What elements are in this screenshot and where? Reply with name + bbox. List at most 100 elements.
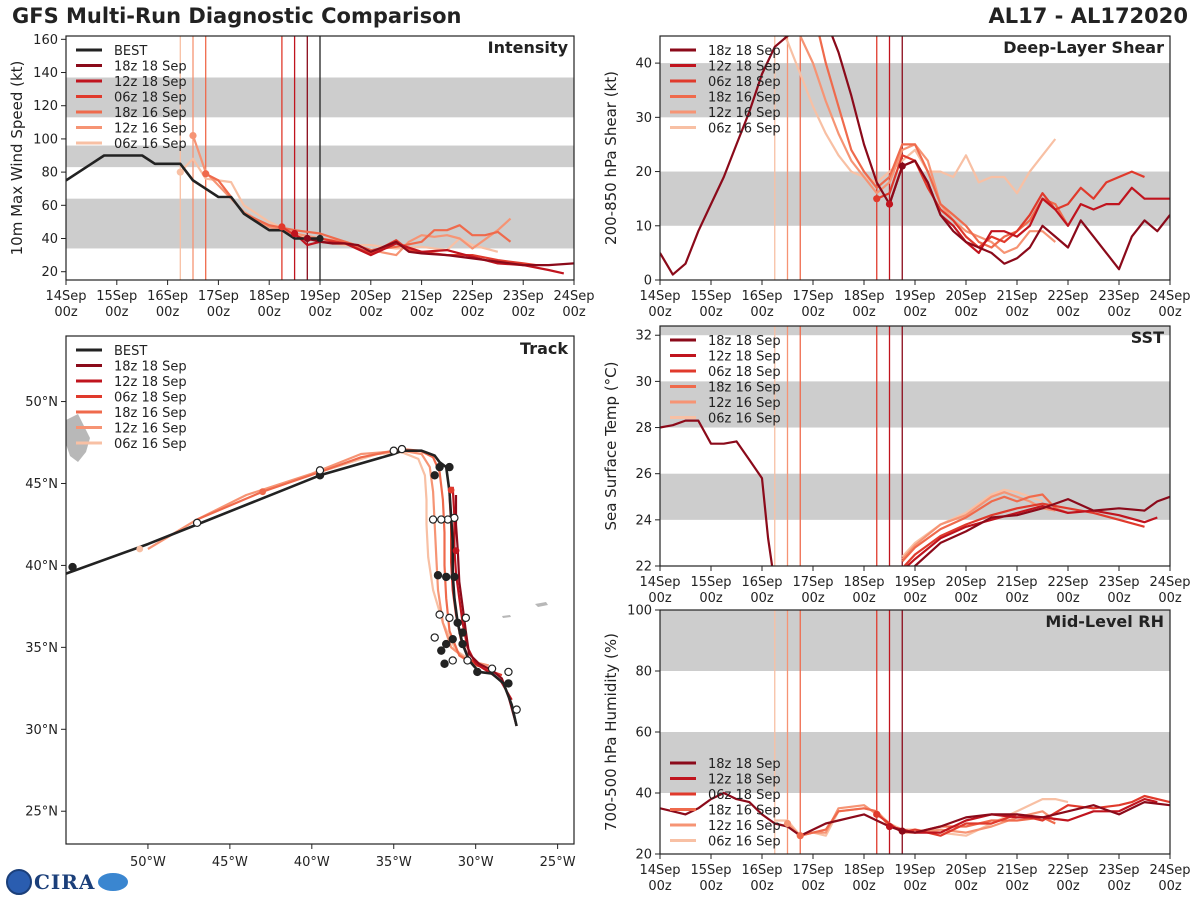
sst-legend-label-r12z16: 12z 16 Sep xyxy=(708,396,781,411)
rh-xtick-day-label: 14Sep xyxy=(639,863,680,878)
intensity-panel-title: Intensity xyxy=(488,38,569,57)
intensity-xtick-day-label: 18Sep xyxy=(249,289,290,304)
track-legend-label-r12z16: 12z 16 Sep xyxy=(114,422,187,437)
logo-swoosh-icon xyxy=(98,873,129,891)
track-position-marker xyxy=(463,656,472,665)
track-ytick-label: 50°N xyxy=(25,395,58,410)
sst-legend-label-r06z16: 06z 16 Sep xyxy=(708,412,781,427)
intensity-init-dot-r06z18 xyxy=(278,223,286,231)
sst-xtick-day-label: 19Sep xyxy=(894,575,935,590)
rh-legend-label-r12z18: 12z 18 Sep xyxy=(708,773,781,788)
sst-panel: 22242628303214Sep00z15Sep00z16Sep00z17Se… xyxy=(602,325,1191,606)
intensity-xtick-day-label: 16Sep xyxy=(147,289,188,304)
track-ytick-label: 40°N xyxy=(25,559,58,574)
shear-series-r06z18 xyxy=(876,154,1145,249)
shear-xtick-hour-label: 00z xyxy=(1158,305,1182,320)
sst-legend-label-r12z18: 12z 18 Sep xyxy=(708,350,781,365)
sst-xtick-day-label: 14Sep xyxy=(639,575,680,590)
intensity-init-dot-r06z16 xyxy=(176,168,184,176)
sst-series-r12z18 xyxy=(905,504,1158,566)
sst-band-2 xyxy=(660,326,1170,336)
intensity-ytick-label: 60 xyxy=(41,199,58,214)
sst-xtick-hour-label: 00z xyxy=(750,591,774,606)
sst-xtick-day-label: 21Sep xyxy=(996,575,1037,590)
intensity-ytick-label: 80 xyxy=(41,166,58,181)
track-run-dot-r18z16 xyxy=(259,488,267,496)
rh-xtick-hour-label: 00z xyxy=(1107,879,1131,894)
sst-ytick-label: 30 xyxy=(635,375,652,390)
shear-xtick-day-label: 18Sep xyxy=(843,289,884,304)
rh-panel-title: Mid-Level RH xyxy=(1045,612,1164,631)
intensity-xtick-hour-label: 00z xyxy=(512,305,536,320)
shear-xtick-hour-label: 00z xyxy=(699,305,723,320)
sst-xtick-day-label: 23Sep xyxy=(1098,575,1139,590)
sst-xtick-hour-label: 00z xyxy=(1158,591,1182,606)
sst-xtick-hour-label: 00z xyxy=(1056,591,1080,606)
intensity-xtick-hour-label: 00z xyxy=(54,305,78,320)
track-run-dot-r12z18 xyxy=(452,547,460,555)
track-ytick-label: 30°N xyxy=(25,723,58,738)
sst-xtick-hour-label: 00z xyxy=(903,591,927,606)
shear-legend-label-r18z18: 18z 18 Sep xyxy=(708,44,781,59)
shear-init-dot-r18z18 xyxy=(898,162,906,170)
sst-panel-title: SST xyxy=(1131,328,1164,347)
intensity-xtick-day-label: 20Sep xyxy=(350,289,391,304)
track-run-dot-r06z18 xyxy=(447,486,455,494)
rh-xtick-hour-label: 00z xyxy=(1158,879,1182,894)
track-position-marker xyxy=(397,444,407,454)
rh-xtick-hour-label: 00z xyxy=(954,879,978,894)
sst-xtick-hour-label: 00z xyxy=(699,591,723,606)
rh-xtick-hour-label: 00z xyxy=(852,879,876,894)
intensity-xtick-day-label: 15Sep xyxy=(96,289,137,304)
sst-xtick-day-label: 15Sep xyxy=(690,575,731,590)
sst-ytick-label: 22 xyxy=(635,560,652,575)
track-legend-label-r18z18: 18z 18 Sep xyxy=(114,360,187,375)
shear-ytick-label: 20 xyxy=(635,165,652,180)
sst-xtick-day-label: 24Sep xyxy=(1149,575,1190,590)
sst-plot-area xyxy=(660,326,1170,566)
shear-legend-label-r06z16: 06z 16 Sep xyxy=(708,122,781,137)
intensity-xtick-hour-label: 00z xyxy=(258,305,282,320)
shear-xtick-day-label: 21Sep xyxy=(996,289,1037,304)
rh-init-dot-r18z16 xyxy=(796,832,804,840)
sst-series-r18z16 xyxy=(901,493,1069,563)
shear-xtick-hour-label: 00z xyxy=(1056,305,1080,320)
rh-init-dot-r12z16 xyxy=(783,819,792,828)
track-position-marker xyxy=(448,634,457,644)
sst-ylabel: Sea Surface Temp (°C) xyxy=(602,361,620,530)
shear-ytick-label: 10 xyxy=(635,219,652,234)
track-position-marker xyxy=(473,667,482,677)
shear-xtick-hour-label: 00z xyxy=(954,305,978,320)
sst-xtick-hour-label: 00z xyxy=(852,591,876,606)
sst-series-r06z16 xyxy=(901,488,1043,558)
track-xtick-label: 35°W xyxy=(376,855,412,870)
rh-xtick-hour-label: 00z xyxy=(1005,879,1029,894)
sst-band-1 xyxy=(660,381,1170,428)
track-position-marker xyxy=(68,562,77,572)
track-panel-title: Track xyxy=(520,339,568,358)
intensity-init-dot-best xyxy=(316,234,324,243)
track-position-marker xyxy=(450,572,459,582)
intensity-init-dot-r12z18 xyxy=(291,229,299,238)
intensity-legend-label-r12z16: 12z 16 Sep xyxy=(114,122,187,137)
shear-panel: 01020304014Sep00z15Sep00z16Sep00z17Sep00… xyxy=(602,35,1191,320)
shear-xtick-day-label: 17Sep xyxy=(792,289,833,304)
track-position-marker xyxy=(458,639,467,649)
shear-xtick-day-label: 15Sep xyxy=(690,289,731,304)
intensity-xtick-hour-label: 00z xyxy=(461,305,485,320)
rh-ylabel: 700-500 hPa Humidity (%) xyxy=(602,633,620,831)
sst-xtick-hour-label: 00z xyxy=(1005,591,1029,606)
track-ytick-label: 45°N xyxy=(25,477,58,492)
intensity-xtick-hour-label: 00z xyxy=(359,305,383,320)
shear-series-r12z16 xyxy=(799,36,1057,254)
shear-xtick-hour-label: 00z xyxy=(1107,305,1131,320)
sst-ytick-label: 32 xyxy=(635,329,652,344)
sst-xtick-hour-label: 00z xyxy=(1107,591,1131,606)
track-position-marker xyxy=(430,633,439,642)
rh-band-1 xyxy=(660,610,1170,671)
rh-xtick-hour-label: 00z xyxy=(903,879,927,894)
track-xtick-label: 40°W xyxy=(294,855,330,870)
rh-xtick-hour-label: 00z xyxy=(699,879,723,894)
